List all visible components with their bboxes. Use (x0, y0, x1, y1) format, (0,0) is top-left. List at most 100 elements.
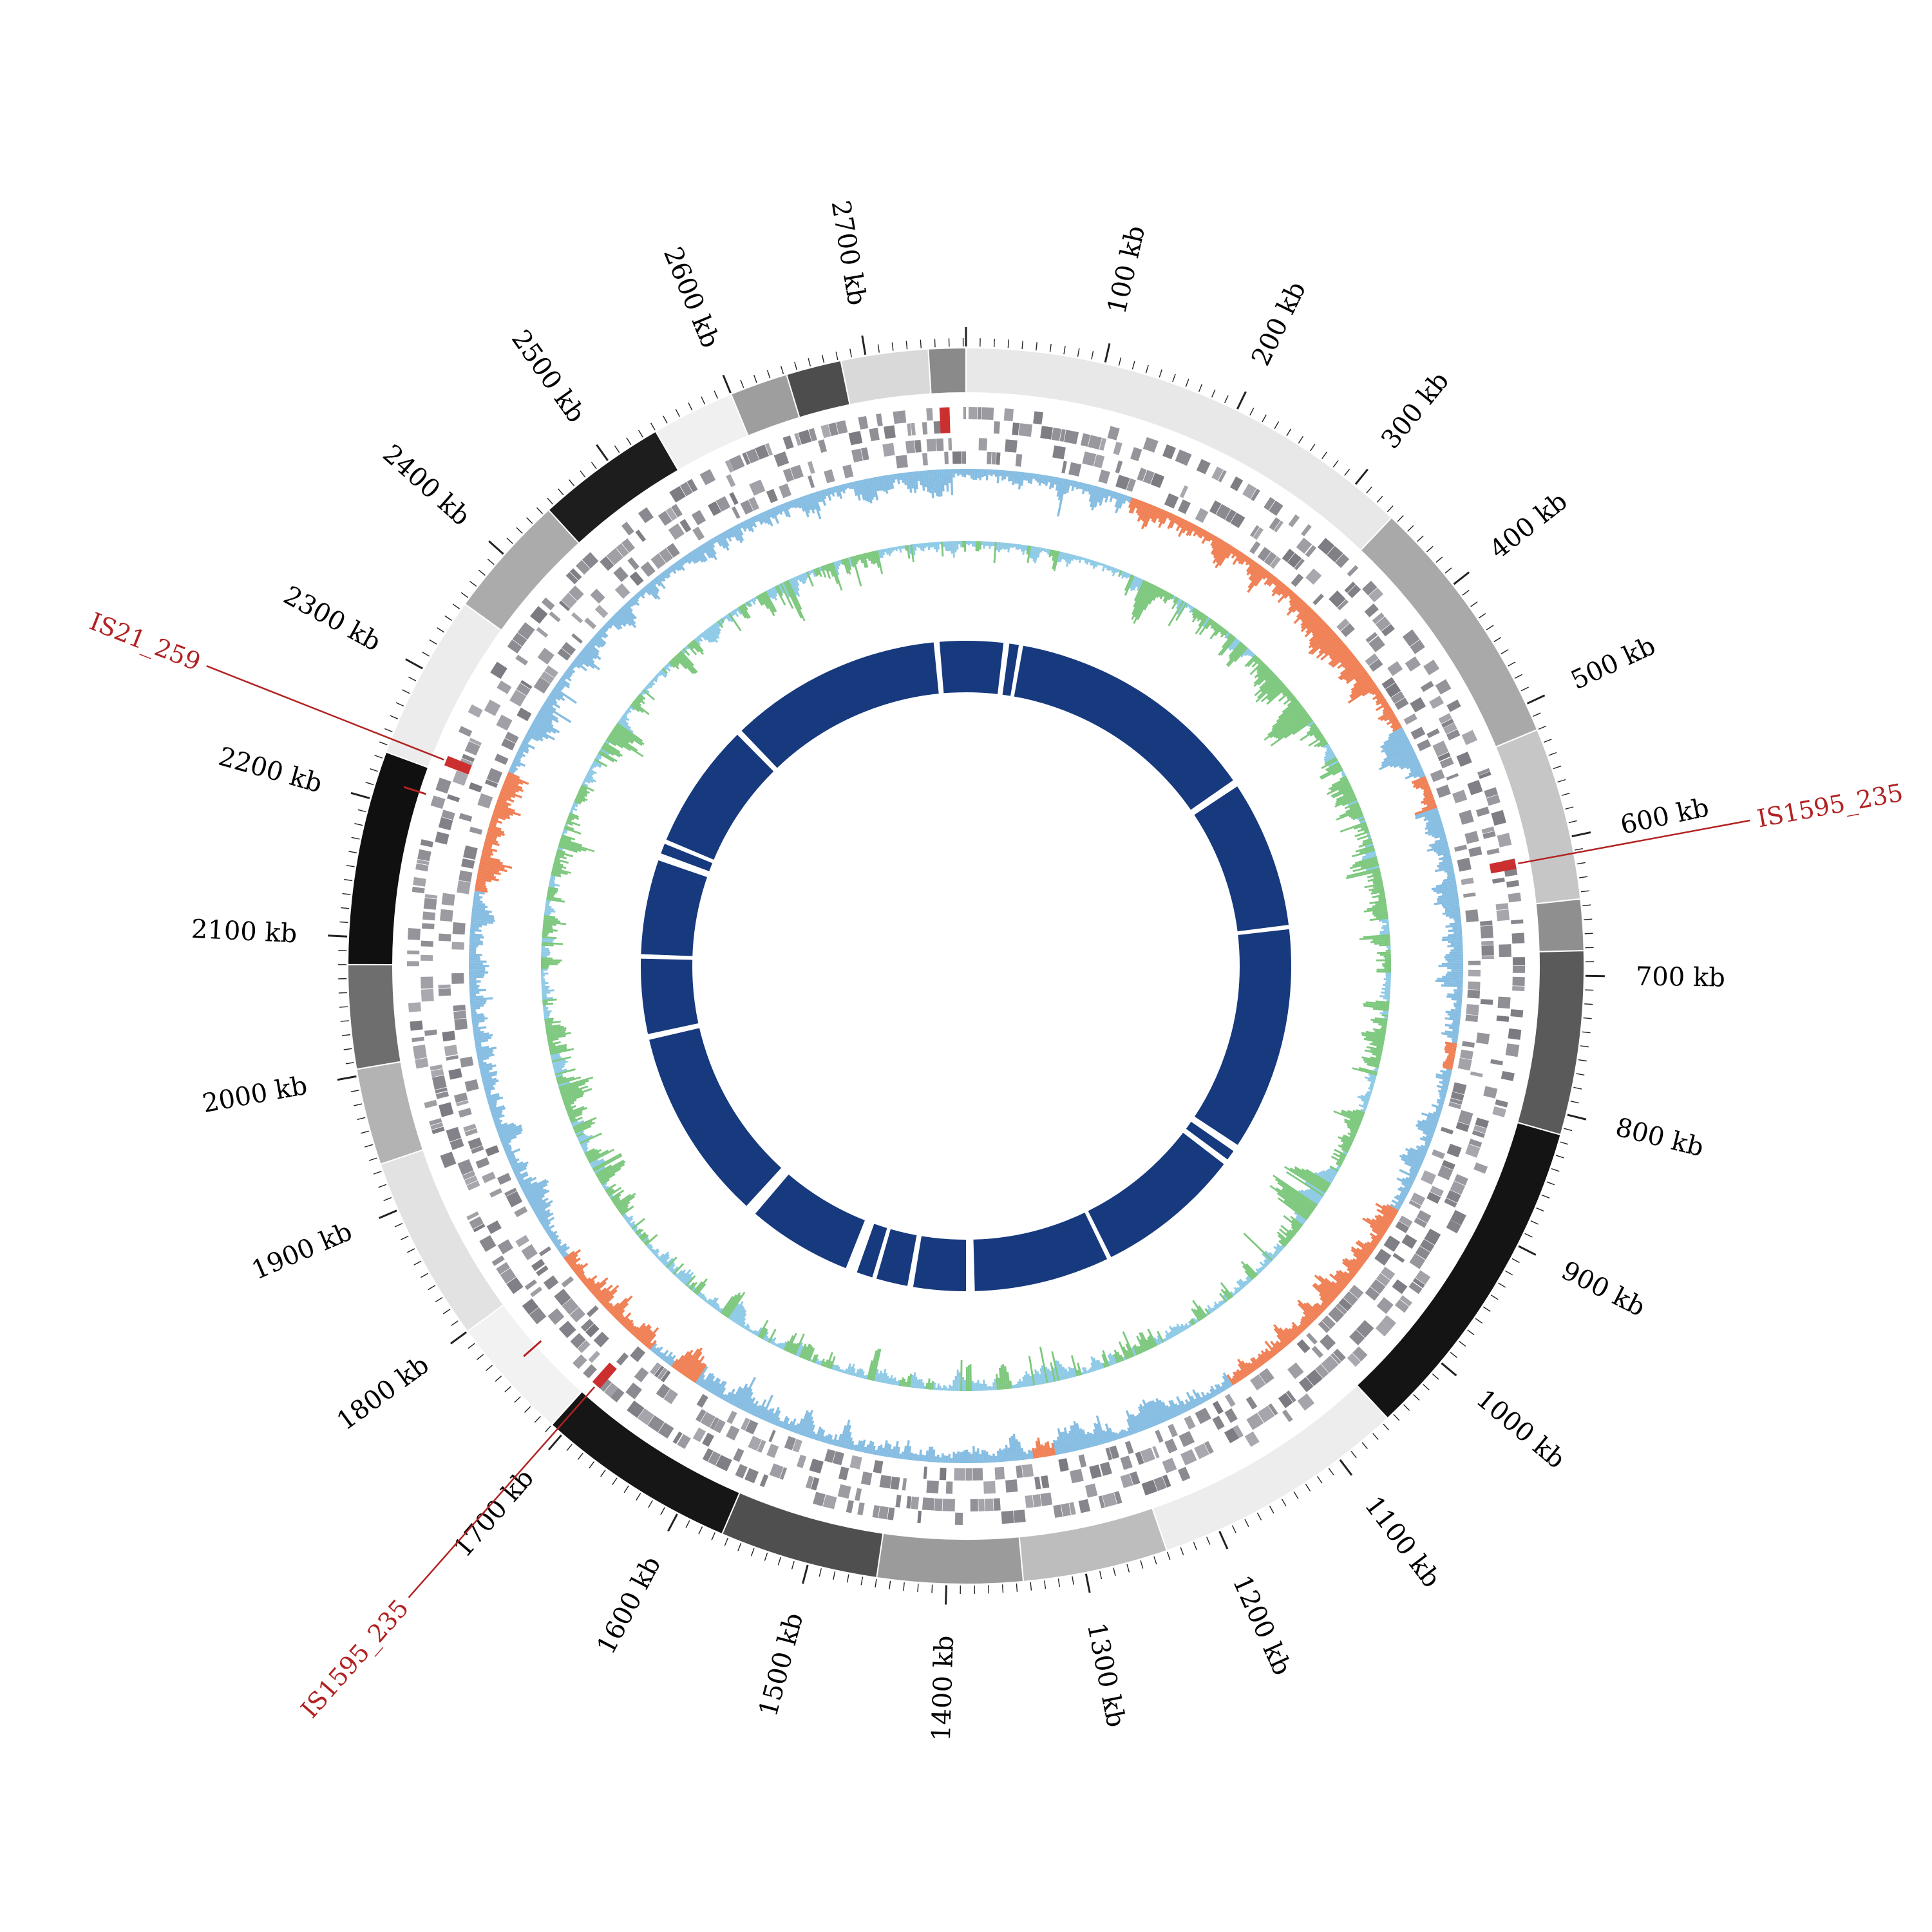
skew-bar (1371, 888, 1385, 893)
skew-bar (566, 1108, 574, 1113)
minor-tick (374, 755, 383, 759)
deviation-bar (907, 472, 913, 493)
minor-tick (1145, 365, 1149, 374)
skew-bar (1372, 909, 1388, 913)
skew-bar (1070, 1355, 1079, 1377)
skew-bar (1314, 1171, 1332, 1184)
gene-tile (1005, 1479, 1018, 1493)
deviation-bar (905, 472, 910, 489)
skew-bar (762, 1331, 769, 1341)
skew-bar (1082, 1367, 1086, 1375)
deviation-bar (1376, 1234, 1383, 1240)
deviation-bar (469, 989, 486, 992)
gene-tile (486, 768, 503, 784)
skew-bar (1205, 1312, 1209, 1316)
deviation-bar (1086, 1432, 1094, 1448)
skew-bar (884, 1372, 888, 1384)
deviation-bar (471, 909, 492, 913)
gene-tile (1468, 846, 1482, 857)
skew-bar (815, 1358, 819, 1365)
skew-bar (629, 1220, 636, 1227)
gene-tile (1003, 408, 1014, 422)
deviation-bar (828, 1435, 833, 1444)
minor-tick (534, 1416, 541, 1423)
skew-bar (906, 545, 911, 559)
major-tick (1571, 831, 1591, 838)
gene-tile (430, 1068, 444, 1077)
deviation-bar (1196, 527, 1202, 536)
gene-tile (424, 1099, 437, 1108)
deviation-bar (476, 1046, 497, 1053)
deviation-bar (470, 1001, 486, 1006)
skew-bar (1314, 732, 1322, 739)
deviation-bar (1209, 1388, 1216, 1397)
gene-tile (993, 1498, 1001, 1511)
deviation-bar (1362, 1217, 1387, 1234)
skew-bar (578, 1135, 593, 1143)
deviation-bar (1090, 486, 1097, 507)
skew-bar (589, 1159, 599, 1166)
deviation-bar (486, 1093, 500, 1099)
skew-bar (609, 734, 644, 757)
skew-bar (559, 1079, 589, 1091)
gene-tile (515, 654, 529, 666)
deviation-bar (1442, 1063, 1454, 1068)
deviation-bar (1447, 960, 1464, 963)
skew-bar (625, 710, 630, 714)
gene-tile (1347, 565, 1359, 577)
deviation-bar (611, 616, 623, 627)
deviation-bar (1288, 1328, 1298, 1338)
deviation-bar (473, 1032, 489, 1037)
deviation-bar (678, 559, 685, 566)
skew-bar (1280, 1224, 1295, 1237)
minor-tick (791, 1561, 795, 1569)
gene-tile (424, 894, 438, 899)
skew-bar (710, 1297, 719, 1307)
gene-tile (745, 1419, 759, 1435)
gene-tile (1394, 697, 1409, 710)
skew-bar (751, 598, 756, 605)
gene-tile (860, 447, 869, 460)
gene-tile (537, 647, 554, 665)
skew-bar (1347, 1110, 1364, 1118)
skew-bar (987, 541, 989, 546)
gene-tile (1070, 1468, 1084, 1484)
skew-bar (696, 1283, 706, 1296)
gene-tile (944, 451, 949, 464)
skew-bar (1368, 1073, 1377, 1077)
deviation-bar (1436, 895, 1459, 901)
skew-bar (891, 1378, 895, 1385)
gene-tile (1496, 1015, 1510, 1022)
skew-bar (701, 632, 712, 643)
deviation-bar (1444, 909, 1461, 913)
deviation-bar (475, 1042, 482, 1046)
minor-tick (1478, 613, 1486, 619)
deviation-bar (1452, 1040, 1458, 1044)
minor-tick (1372, 1433, 1379, 1440)
deviation-bar (943, 1455, 946, 1463)
skew-bar (989, 542, 991, 549)
skew-bar (1191, 608, 1198, 616)
gene-tile (1335, 1303, 1347, 1315)
deviation-bar (898, 473, 902, 480)
deviation-bar (1372, 692, 1383, 701)
minor-tick (1332, 460, 1339, 468)
gene-tile (654, 1365, 665, 1378)
deviation-bar (1095, 1415, 1106, 1444)
skew-bar (943, 1385, 945, 1391)
skew-bar (1109, 1353, 1115, 1365)
deviation-bar (1421, 803, 1437, 811)
skew-bar (855, 554, 859, 562)
gene-tile (629, 571, 644, 586)
deviation-bar (1194, 1398, 1200, 1406)
gene-tile (985, 1498, 994, 1511)
skew-bar (1041, 1365, 1046, 1384)
skew-bar (1376, 971, 1391, 973)
skew-bar (1044, 548, 1046, 553)
skew-bar (652, 677, 658, 683)
skew-bar (880, 549, 884, 558)
skew-bar (1086, 1370, 1090, 1374)
gene-tile (1495, 1099, 1508, 1108)
skew-bar (541, 942, 564, 945)
skew-bar (1378, 898, 1386, 901)
